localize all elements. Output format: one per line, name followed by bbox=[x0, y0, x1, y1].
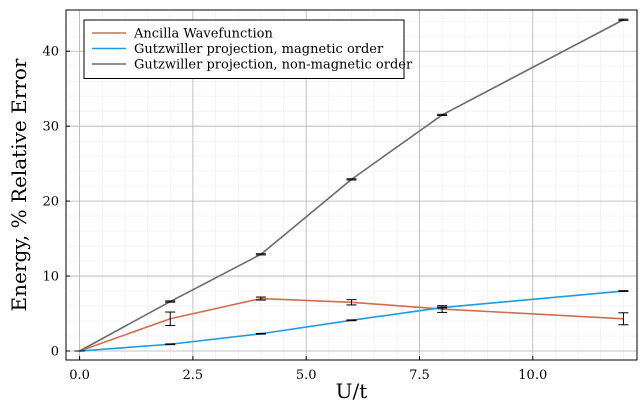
series-group-2 bbox=[74, 18, 629, 352]
x-tick-label: 0.0 bbox=[69, 368, 90, 383]
series-line bbox=[79, 19, 624, 352]
legend-entry: Gutzwiller projection, non-magnetic orde… bbox=[134, 58, 413, 73]
legend-entry: Gutzwiller projection, magnetic order bbox=[134, 42, 384, 57]
series-line bbox=[79, 297, 624, 352]
x-axis-label: U/t bbox=[336, 379, 368, 403]
y-tick-label: 20 bbox=[42, 195, 59, 210]
y-axis-label: Energy, % Relative Error bbox=[7, 58, 31, 311]
series-group-0 bbox=[74, 296, 629, 352]
x-tick-label: 2.5 bbox=[183, 368, 204, 383]
y-tick-label: 40 bbox=[42, 45, 59, 60]
series-layer bbox=[74, 18, 629, 352]
legend-entry: Ancilla Wavefunction bbox=[133, 27, 273, 42]
series-line bbox=[79, 290, 624, 352]
ticks-layer: 0.0 2.5 5.0 7.5 10.0 0 10 20 30 40 bbox=[42, 45, 547, 383]
y-tick-label: 30 bbox=[42, 120, 59, 135]
x-tick-label: 10.0 bbox=[518, 368, 547, 383]
y-tick-label: 0 bbox=[51, 345, 59, 360]
series-group-1 bbox=[74, 290, 629, 352]
x-tick-label: 5.0 bbox=[296, 368, 317, 383]
y-tick-label: 10 bbox=[42, 270, 59, 285]
x-tick-label: 7.5 bbox=[409, 368, 430, 383]
plot-frame bbox=[65, 9, 638, 361]
legend-box bbox=[83, 19, 405, 79]
